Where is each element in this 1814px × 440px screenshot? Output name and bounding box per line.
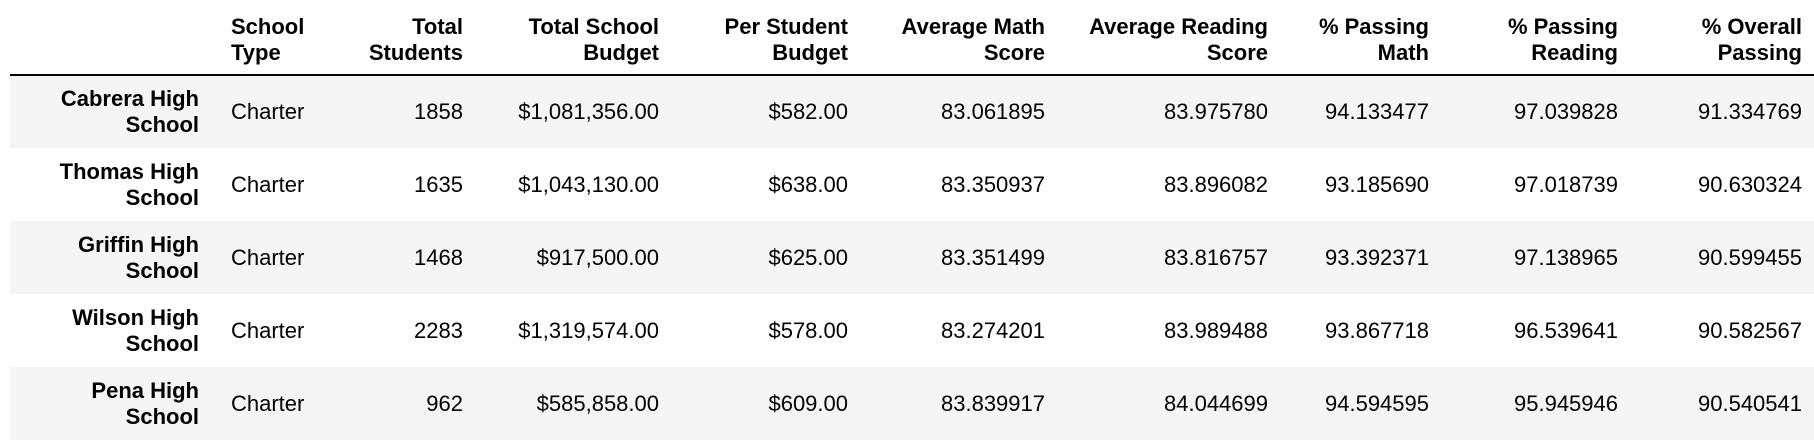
cell-total-school-budget: $1,319,574.00 bbox=[518, 317, 659, 343]
cell-average-math-score: 83.061895 bbox=[941, 99, 1045, 124]
cell-total-school-budget: $585,858.00 bbox=[536, 390, 659, 416]
school-summary-table: School Type Total Students Total School … bbox=[10, 0, 1814, 440]
row-index-school-name: Pena High School bbox=[91, 377, 199, 429]
cell-passing-math: 93.867718 bbox=[1325, 317, 1429, 343]
table-header: School Type Total Students Total School … bbox=[10, 0, 1814, 76]
dataframe-output: School Type Total Students Total School … bbox=[10, 0, 1814, 440]
table-row: Thomas High School Charter 1635 $1,043,1… bbox=[10, 148, 1814, 221]
cell-average-math-score: 83.351499 bbox=[941, 244, 1045, 270]
column-header-average-reading-score: Average Reading Score bbox=[1057, 0, 1280, 76]
table-row: Cabrera High School Charter 1858 $1,081,… bbox=[10, 75, 1814, 148]
row-index-school-name: Cabrera High School bbox=[60, 86, 199, 137]
cell-total-school-budget: $917,500.00 bbox=[536, 244, 659, 270]
cell-passing-reading: 97.039828 bbox=[1514, 99, 1618, 124]
cell-overall-passing: 91.334769 bbox=[1698, 99, 1802, 124]
cell-average-math-score: 83.274201 bbox=[941, 317, 1045, 343]
cell-total-school-budget: $1,043,130.00 bbox=[518, 171, 659, 197]
cell-average-reading-score: 83.975780 bbox=[1164, 99, 1268, 124]
index-header bbox=[10, 0, 211, 76]
cell-average-math-score: 83.839917 bbox=[941, 390, 1045, 416]
column-header-average-math-score: Average Math Score bbox=[860, 0, 1057, 76]
cell-average-reading-score: 83.816757 bbox=[1164, 244, 1268, 270]
row-index-school-name: Thomas High School bbox=[59, 158, 199, 210]
cell-average-reading-score: 84.044699 bbox=[1164, 390, 1268, 416]
cell-per-student-budget: $582.00 bbox=[768, 99, 848, 124]
cell-school-type: Charter bbox=[231, 171, 305, 197]
table-body: Cabrera High School Charter 1858 $1,081,… bbox=[10, 75, 1814, 440]
table-row: Wilson High School Charter 2283 $1,319,5… bbox=[10, 294, 1814, 367]
cell-per-student-budget: $625.00 bbox=[768, 244, 848, 270]
cell-total-students: 2283 bbox=[414, 317, 463, 343]
cell-passing-reading: 96.539641 bbox=[1514, 317, 1618, 343]
cell-passing-reading: 95.945946 bbox=[1514, 390, 1618, 416]
cell-passing-math: 94.133477 bbox=[1325, 99, 1429, 124]
cell-overall-passing: 90.582567 bbox=[1698, 317, 1802, 343]
cell-passing-reading: 97.018739 bbox=[1514, 171, 1618, 197]
cell-average-reading-score: 83.989488 bbox=[1164, 317, 1268, 343]
cell-passing-reading: 97.138965 bbox=[1514, 244, 1618, 270]
cell-per-student-budget: $578.00 bbox=[768, 317, 848, 343]
cell-average-math-score: 83.350937 bbox=[941, 171, 1045, 197]
cell-school-type: Charter bbox=[231, 390, 305, 416]
cell-total-school-budget: $1,081,356.00 bbox=[518, 99, 659, 124]
cell-total-students: 1635 bbox=[414, 171, 463, 197]
column-header-overall-passing: % Overall Passing bbox=[1630, 0, 1814, 76]
cell-school-type: Charter bbox=[231, 317, 305, 343]
cell-total-students: 962 bbox=[426, 390, 463, 416]
cell-school-type: Charter bbox=[231, 244, 305, 270]
row-index-school-name: Griffin High School bbox=[78, 231, 199, 283]
cell-passing-math: 94.594595 bbox=[1325, 390, 1429, 416]
table-row: Pena High School Charter 962 $585,858.00… bbox=[10, 367, 1814, 440]
column-header-passing-math: % Passing Math bbox=[1280, 0, 1441, 76]
cell-per-student-budget: $638.00 bbox=[768, 171, 848, 197]
cell-overall-passing: 90.630324 bbox=[1698, 171, 1802, 197]
cell-overall-passing: 90.599455 bbox=[1698, 244, 1802, 270]
cell-total-students: 1468 bbox=[414, 244, 463, 270]
cell-passing-math: 93.185690 bbox=[1325, 171, 1429, 197]
table-row: Griffin High School Charter 1468 $917,50… bbox=[10, 221, 1814, 294]
column-header-total-students: Total Students bbox=[339, 0, 475, 76]
header-row: School Type Total Students Total School … bbox=[10, 0, 1814, 76]
cell-average-reading-score: 83.896082 bbox=[1164, 171, 1268, 197]
column-header-per-student-budget: Per Student Budget bbox=[671, 0, 860, 76]
cell-total-students: 1858 bbox=[414, 99, 463, 124]
row-index-school-name: Wilson High School bbox=[72, 304, 199, 356]
cell-passing-math: 93.392371 bbox=[1325, 244, 1429, 270]
cell-overall-passing: 90.540541 bbox=[1698, 390, 1802, 416]
cell-school-type: Charter bbox=[231, 99, 305, 124]
column-header-total-school-budget: Total School Budget bbox=[475, 0, 671, 76]
column-header-school-type: School Type bbox=[211, 0, 339, 76]
column-header-passing-reading: % Passing Reading bbox=[1441, 0, 1630, 76]
cell-per-student-budget: $609.00 bbox=[768, 390, 848, 416]
